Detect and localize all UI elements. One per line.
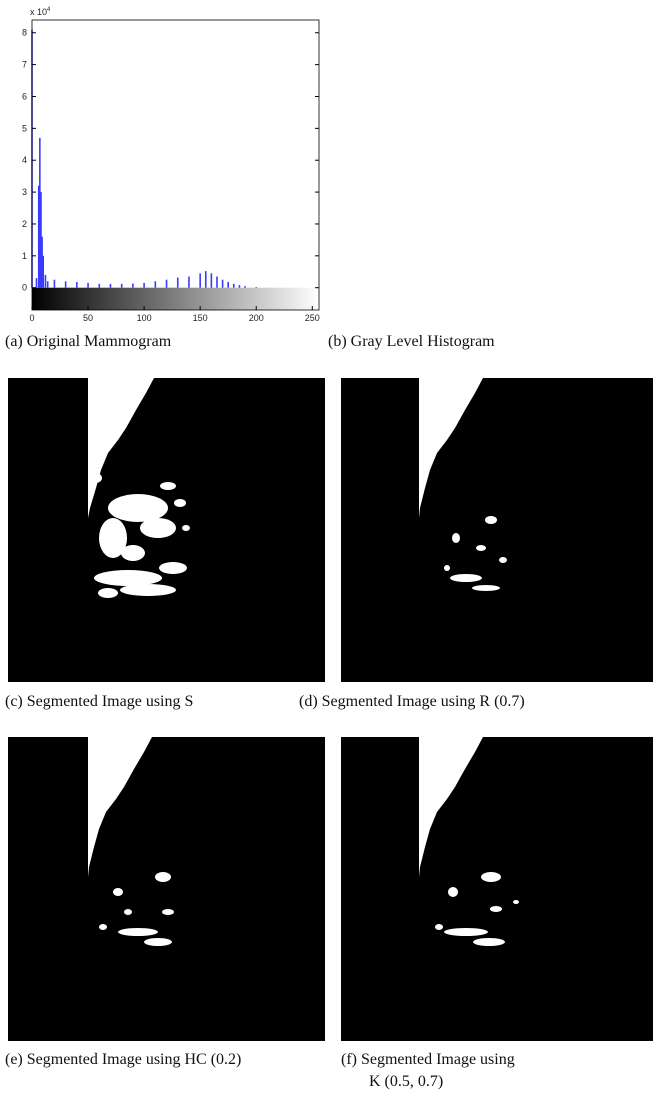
bar (36, 278, 38, 288)
bar (205, 271, 207, 288)
bar (199, 273, 201, 287)
bar (42, 256, 44, 288)
bar (121, 284, 123, 288)
bar (255, 287, 257, 288)
caption: (c) Segmented Image using S (5, 693, 193, 711)
y-tick-label: 6 (22, 91, 27, 101)
gray-colorbar (32, 288, 319, 310)
y-tick-label: 7 (22, 60, 27, 70)
bar (177, 277, 179, 287)
bar (98, 284, 100, 288)
caption: (a) Original Mammogram (5, 333, 171, 351)
caption: (f) Segmented Image using (341, 1051, 515, 1069)
bar (166, 280, 168, 288)
y-scale-base: x 10 (30, 7, 47, 17)
bar (110, 284, 112, 288)
bar (143, 283, 145, 288)
bar (87, 283, 89, 288)
bar (45, 275, 47, 288)
x-tick-label: 200 (249, 313, 264, 323)
bar (211, 273, 213, 287)
bar (155, 281, 157, 287)
x-tick-label: 50 (83, 313, 93, 323)
bar (54, 280, 56, 288)
bar (222, 280, 224, 288)
y-tick-label: 3 (22, 187, 27, 197)
y-scale-exponent: 4 (47, 7, 51, 13)
segmented-image (8, 737, 325, 1041)
x-tick-label: 150 (193, 313, 208, 323)
bar (132, 284, 134, 288)
y-tick-label: 1 (22, 251, 27, 261)
caption: (d) Segmented Image using R (0.7) (299, 693, 525, 711)
x-tick-label: 0 (29, 313, 34, 323)
plot-background (32, 20, 319, 310)
segmented-image (341, 737, 653, 1041)
segmented-image (341, 378, 653, 682)
y-scale-label: x 104 (30, 7, 51, 17)
bar (216, 277, 218, 288)
bar (239, 285, 241, 288)
y-tick-label: 0 (22, 283, 27, 293)
caption: (b) Gray Level Histogram (328, 333, 495, 351)
bar (47, 281, 49, 287)
caption: (e) Segmented Image using HC (0.2) (5, 1051, 241, 1069)
y-tick-label: 2 (22, 219, 27, 229)
bar (188, 277, 190, 288)
y-tick-label: 8 (22, 28, 27, 38)
bar (65, 281, 67, 287)
bar (244, 286, 246, 288)
bar (76, 282, 78, 288)
y-tick-label: 4 (22, 155, 27, 165)
x-tick-label: 100 (137, 313, 152, 323)
segmented-image (8, 378, 325, 682)
x-tick-label: 250 (305, 313, 320, 323)
caption: K (0.5, 0.7) (369, 1073, 443, 1091)
bar (227, 282, 229, 288)
bar (233, 284, 235, 288)
page: {"chart_data": {"type": "bar", "y_scale_… (0, 0, 653, 1102)
y-tick-label: 5 (22, 123, 27, 133)
